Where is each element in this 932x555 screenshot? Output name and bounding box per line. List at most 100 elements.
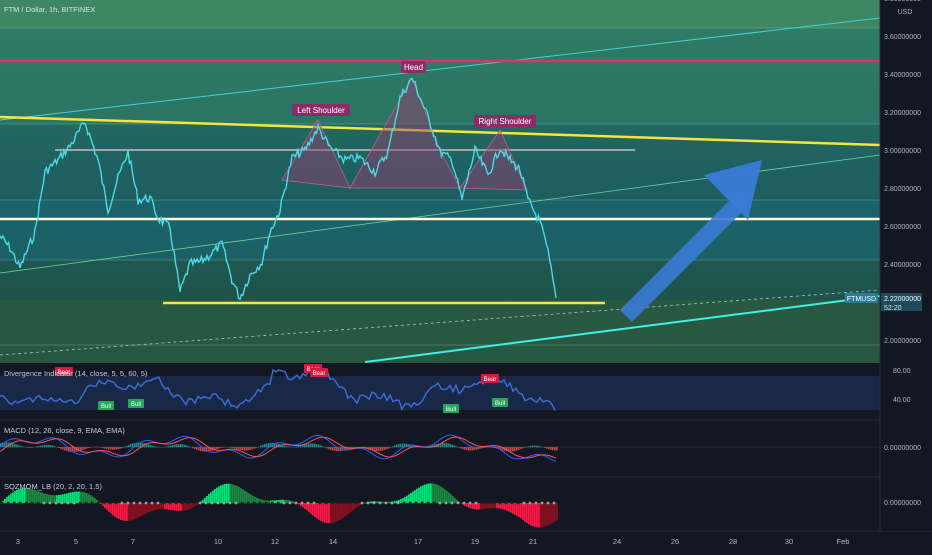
macd-bar <box>532 446 534 448</box>
macd-bar <box>446 443 448 447</box>
sqzmom-bar <box>342 503 344 518</box>
sqzmom-bar <box>222 485 224 504</box>
macd-bar <box>110 447 112 450</box>
sqzmom-bar <box>134 503 136 519</box>
sqzmom-bar <box>400 499 402 503</box>
time-tick: 24 <box>613 537 621 546</box>
sqzmom-bar <box>280 500 282 503</box>
bear-signal-text: Bear <box>484 377 497 383</box>
sqzmom-dot <box>481 502 484 505</box>
sqzmom-dot <box>13 502 16 505</box>
sqzmom-dot <box>385 502 388 505</box>
sqzmom-dot <box>415 502 418 505</box>
sqzmom-bar <box>292 501 294 503</box>
sqzmom-dot <box>175 502 178 505</box>
macd-bar <box>400 444 402 448</box>
sqzmom-dot <box>367 502 370 505</box>
sqzmom-bar <box>250 495 252 504</box>
macd-bar <box>462 447 464 449</box>
sqzmom-bar <box>406 496 408 504</box>
sqzmom-dot <box>265 502 268 505</box>
macd-bar <box>448 443 450 447</box>
macd-bar <box>520 447 522 449</box>
time-tick: 14 <box>329 537 337 546</box>
sqzmom-bar <box>324 503 326 523</box>
macd-bar <box>124 447 126 448</box>
time-tick: 7 <box>131 537 135 546</box>
sqzmom-bar <box>208 494 210 503</box>
sqzmom-bar <box>448 493 450 504</box>
sqzmom-bar <box>224 484 226 503</box>
sqzmom-bar <box>210 492 212 503</box>
macd-bar <box>52 446 54 448</box>
sqzmom-bar <box>212 491 214 504</box>
sqzmom-dot <box>193 502 196 505</box>
sqzmom-bar <box>214 489 216 503</box>
sqzmom-dot <box>277 502 280 505</box>
macd-bar <box>102 447 104 448</box>
sqzmom-dot <box>43 502 46 505</box>
sqzmom-bar <box>196 503 198 505</box>
bull-signal-text: Bull <box>131 402 141 408</box>
macd-bar <box>182 444 184 447</box>
lower-zone <box>0 300 880 363</box>
sqzmom-dot <box>349 502 352 505</box>
sqzmom-bar <box>76 491 78 503</box>
macd-bar <box>62 447 64 450</box>
sqzmom-bar <box>496 503 498 508</box>
sqzmom-dot <box>325 502 328 505</box>
sqzmom-bar <box>274 500 276 503</box>
macd-bar <box>308 444 310 448</box>
macd-bar <box>152 446 154 448</box>
macd-bar <box>256 447 258 448</box>
sqzmom-bar <box>298 503 300 505</box>
macd-bar <box>250 447 252 450</box>
sqzmom-dot <box>7 502 10 505</box>
bull-signal-text: Bull <box>446 407 456 413</box>
macd-bar <box>322 446 324 447</box>
macd-bar <box>518 447 520 450</box>
macd-bar <box>222 447 224 448</box>
macd-bar <box>392 446 394 447</box>
sqzmom-bar <box>388 502 390 503</box>
sqzmom-bar <box>546 503 548 526</box>
macd-bar <box>328 447 330 449</box>
sqzmom-bar <box>262 500 264 503</box>
sqzmom-bar <box>52 495 54 503</box>
sqzmom-dot <box>505 502 508 505</box>
macd-bar <box>554 447 556 450</box>
sqzmom-dot <box>283 502 286 505</box>
macd-bar <box>12 443 14 447</box>
sqzmom-bar <box>256 498 258 503</box>
macd-bar <box>132 443 134 447</box>
macd-bar <box>398 444 400 447</box>
macd-bar <box>118 447 120 449</box>
macd-bar <box>312 443 314 447</box>
macd-bar <box>130 444 132 447</box>
macd-bar <box>242 447 244 450</box>
sqzmom-bar <box>526 503 528 523</box>
macd-bar <box>154 446 156 447</box>
macd-bar <box>90 447 92 448</box>
macd-bar <box>546 447 548 449</box>
macd-bar <box>180 444 182 447</box>
sqzmom-bar <box>130 503 132 520</box>
macd-bar <box>528 446 530 447</box>
sqzmom-bar <box>220 485 222 503</box>
macd-bar <box>306 444 308 447</box>
macd-bar <box>220 447 222 448</box>
sqzmom-dot <box>25 502 28 505</box>
macd-bar <box>38 446 40 447</box>
sqzmom-bar <box>128 503 130 521</box>
label-right-shoulder: Right Shoulder <box>474 115 536 127</box>
sqzmom-bar <box>550 503 552 524</box>
macd-bar <box>22 446 24 447</box>
sqzmom-dot <box>247 502 250 505</box>
divergence-title: Divergence Indicator (14, close, 5, 5, 6… <box>4 369 148 378</box>
time-tick: 19 <box>471 537 479 546</box>
sqzmom-dot <box>235 502 238 505</box>
sqzmom-bar <box>106 503 108 510</box>
sqzmom-dot <box>433 502 436 505</box>
sqzmom-bar <box>446 491 448 503</box>
